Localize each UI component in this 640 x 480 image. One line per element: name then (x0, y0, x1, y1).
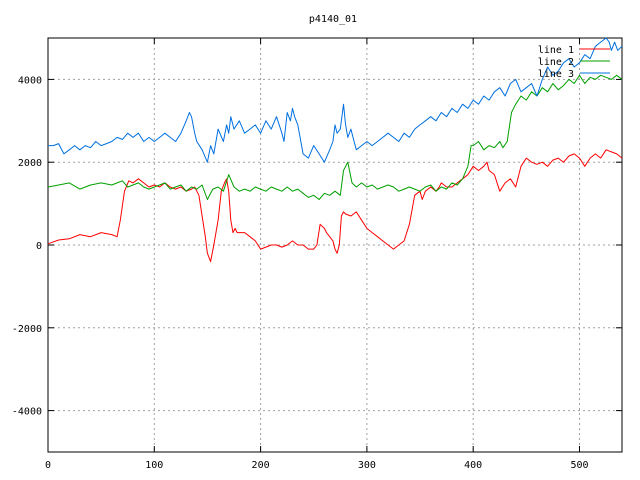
y-tick-label: 0 (36, 241, 42, 252)
series-line-1 (47, 149, 623, 263)
x-tick-label: 200 (252, 460, 270, 471)
x-tick-label: 500 (570, 460, 588, 471)
x-tick-label: 0 (45, 460, 51, 471)
legend-label-2: line 2 (538, 57, 574, 68)
series-layer (47, 37, 623, 263)
grid (48, 38, 622, 452)
x-tick-label: 100 (145, 460, 163, 471)
axes: 0 100 200 300 400 500 -4000 -2000 0 2000 4000 (12, 37, 623, 471)
x-tick-label: 400 (464, 460, 482, 471)
y-tick-label: 2000 (18, 158, 42, 169)
chart-title: p4140_01 (309, 14, 357, 25)
y-tick-label: 4000 (18, 75, 42, 86)
legend-label-3: line 3 (538, 69, 574, 80)
series-line-2 (47, 74, 623, 200)
series-line-3 (48, 37, 623, 163)
y-tick-label: -4000 (12, 407, 42, 418)
legend-label-1: line 1 (538, 45, 574, 56)
y-tick-label: -2000 (12, 324, 42, 335)
x-tick-label: 300 (358, 460, 376, 471)
